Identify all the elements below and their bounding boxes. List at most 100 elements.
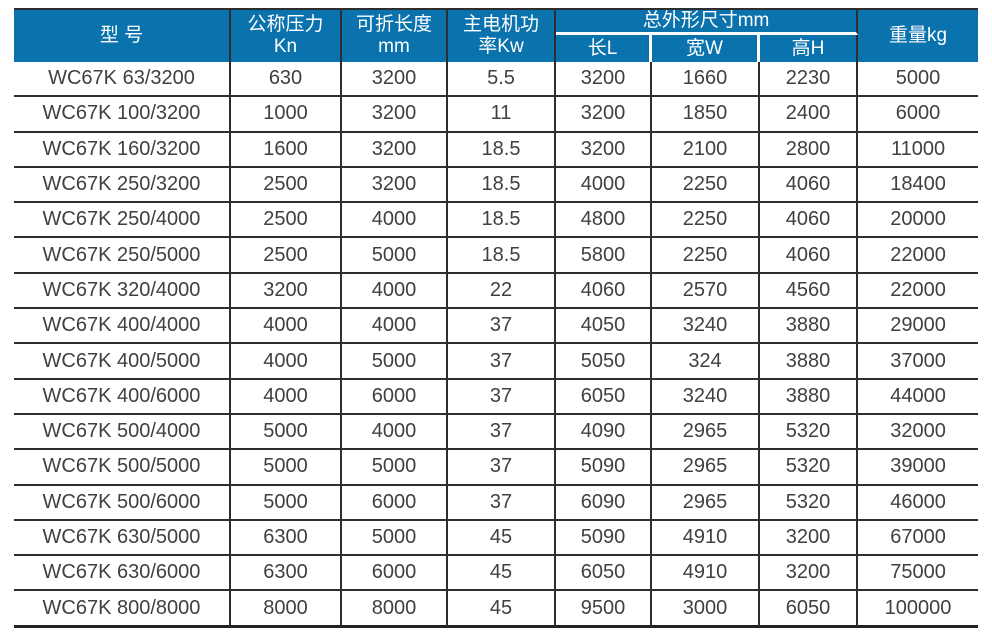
spec-value-cell: 45 — [448, 520, 556, 557]
col-header-width-w: 宽W — [652, 35, 760, 62]
spec-value-cell: 4000 — [231, 344, 342, 380]
model-cell: WC67K 250/3200 — [14, 167, 231, 204]
col-header-weight-label: 重量kg — [888, 25, 948, 46]
model-cell: WC67K 800/8000 — [14, 591, 231, 628]
spec-value-cell: 5090 — [556, 520, 652, 557]
spec-value-cell: 2230 — [760, 62, 859, 98]
spec-table: 型 号 公称压力 Kn 可折长度 mm 主电机功 率Kw 总外形尺寸mm 重量kg 长… — [14, 8, 979, 628]
col-header-pressure-unit: Kn — [273, 36, 298, 57]
spec-value-cell: 22000 — [858, 238, 979, 274]
spec-value-cell: 5000 — [231, 414, 342, 451]
spec-value-cell: 29000 — [858, 309, 979, 345]
model-cell: WC67K 500/4000 — [14, 414, 231, 451]
spec-value-cell: 6000 — [342, 556, 448, 592]
col-header-height-h: 高H — [760, 35, 859, 62]
col-header-model-label: 型 号 — [99, 25, 144, 46]
spec-value-cell: 4000 — [342, 203, 448, 239]
spec-value-cell: 2500 — [231, 167, 342, 204]
col-header-pressure-label: 公称压力 — [247, 14, 324, 35]
spec-table-body: WC67K 63/3200 630 3200 5.5 3200 1660 2230 5000 W… — [14, 62, 979, 628]
spec-value-cell: 3880 — [760, 379, 859, 415]
spec-value-cell: 20000 — [858, 203, 979, 239]
table-row: WC67K 400/4000 4000 4000 37 4050 3240 3880 2900… — [14, 309, 979, 345]
spec-value-cell: 3200 — [760, 556, 859, 592]
table-row: WC67K 160/3200 1600 3200 18.5 3200 2100 2800 11… — [14, 132, 979, 168]
table-row: WC67K 250/5000 2500 5000 18.5 5800 2250 4060 22… — [14, 238, 979, 274]
spec-value-cell: 4000 — [231, 379, 342, 415]
table-row: WC67K 500/6000 5000 6000 37 6090 2965 5320 4600… — [14, 485, 979, 521]
spec-value-cell: 5000 — [342, 450, 448, 486]
spec-value-cell: 37 — [448, 414, 556, 451]
spec-value-cell: 37 — [448, 309, 556, 345]
spec-value-cell: 1600 — [231, 132, 342, 168]
spec-value-cell: 5050 — [556, 344, 652, 380]
model-cell: WC67K 250/4000 — [14, 203, 231, 239]
model-cell: WC67K 250/5000 — [14, 238, 231, 274]
col-header-motor-power-label: 主电机功 — [462, 14, 539, 35]
spec-value-cell: 2965 — [652, 485, 760, 521]
spec-value-cell: 8000 — [342, 591, 448, 628]
table-row: WC67K 250/4000 2500 4000 18.5 4800 2250 4060 20… — [14, 203, 979, 239]
spec-value-cell: 3200 — [556, 62, 652, 98]
spec-value-cell: 3200 — [342, 167, 448, 204]
spec-value-cell: 4910 — [652, 520, 760, 557]
spec-value-cell: 2965 — [652, 450, 760, 486]
spec-value-cell: 2500 — [231, 238, 342, 274]
spec-value-cell: 2800 — [760, 132, 859, 168]
spec-value-cell: 2500 — [231, 203, 342, 239]
spec-value-cell: 5000 — [342, 344, 448, 380]
spec-value-cell: 3200 — [556, 132, 652, 168]
spec-value-cell: 5000 — [231, 485, 342, 521]
spec-value-cell: 11 — [448, 97, 556, 133]
spec-value-cell: 6000 — [342, 379, 448, 415]
spec-value-cell: 4560 — [760, 273, 859, 310]
col-header-fold-length-unit: mm — [378, 36, 410, 57]
spec-value-cell: 4000 — [231, 309, 342, 345]
table-row: WC67K 400/5000 4000 5000 37 5050 324 3880 37000 — [14, 344, 979, 380]
table-row: WC67K 500/5000 5000 5000 37 5090 2965 5320 3900… — [14, 450, 979, 486]
spec-value-cell: 3200 — [342, 62, 448, 98]
spec-value-cell: 3200 — [231, 273, 342, 310]
spec-value-cell: 3880 — [760, 344, 859, 380]
col-header-length-l: 长L — [556, 35, 652, 62]
spec-value-cell: 6000 — [858, 97, 979, 133]
spec-value-cell: 44000 — [858, 379, 979, 415]
spec-value-cell: 6300 — [231, 556, 342, 592]
spec-value-cell: 5800 — [556, 238, 652, 274]
spec-value-cell: 2100 — [652, 132, 760, 168]
spec-value-cell: 4060 — [760, 167, 859, 204]
spec-value-cell: 5000 — [858, 62, 979, 98]
spec-value-cell: 3200 — [556, 97, 652, 133]
spec-value-cell: 5320 — [760, 485, 859, 521]
spec-value-cell: 37 — [448, 450, 556, 486]
spec-value-cell: 4060 — [760, 203, 859, 239]
spec-value-cell: 4000 — [556, 167, 652, 204]
spec-value-cell: 11000 — [858, 132, 979, 168]
table-row: WC67K 800/8000 8000 8000 45 9500 3000 6050 1000… — [14, 591, 979, 628]
table-row: WC67K 630/6000 6300 6000 45 6050 4910 3200 7500… — [14, 556, 979, 592]
spec-value-cell: 4000 — [342, 309, 448, 345]
spec-value-cell: 4000 — [342, 414, 448, 451]
spec-value-cell: 3240 — [652, 379, 760, 415]
spec-value-cell: 2250 — [652, 238, 760, 274]
table-row: WC67K 400/6000 4000 6000 37 6050 3240 3880 4400… — [14, 379, 979, 415]
spec-value-cell: 18.5 — [448, 132, 556, 168]
spec-table-header: 型 号 公称压力 Kn 可折长度 mm 主电机功 率Kw 总外形尺寸mm 重量kg 长… — [14, 8, 979, 62]
spec-value-cell: 6050 — [556, 379, 652, 415]
spec-value-cell: 2250 — [652, 167, 760, 204]
model-cell: WC67K 500/6000 — [14, 485, 231, 521]
model-cell: WC67K 160/3200 — [14, 132, 231, 168]
spec-value-cell: 37 — [448, 344, 556, 380]
spec-value-cell: 3200 — [342, 132, 448, 168]
spec-value-cell: 4050 — [556, 309, 652, 345]
spec-value-cell: 6300 — [231, 520, 342, 557]
col-header-pressure: 公称压力 Kn — [231, 8, 342, 62]
spec-value-cell: 4800 — [556, 203, 652, 239]
spec-value-cell: 3200 — [760, 520, 859, 557]
header-row-top: 型 号 公称压力 Kn 可折长度 mm 主电机功 率Kw 总外形尺寸mm 重量kg — [14, 8, 979, 62]
spec-value-cell: 630 — [231, 62, 342, 98]
spec-value-cell: 22 — [448, 273, 556, 310]
spec-value-cell: 45 — [448, 591, 556, 628]
spec-value-cell: 32000 — [858, 414, 979, 451]
spec-value-cell: 1660 — [652, 62, 760, 98]
